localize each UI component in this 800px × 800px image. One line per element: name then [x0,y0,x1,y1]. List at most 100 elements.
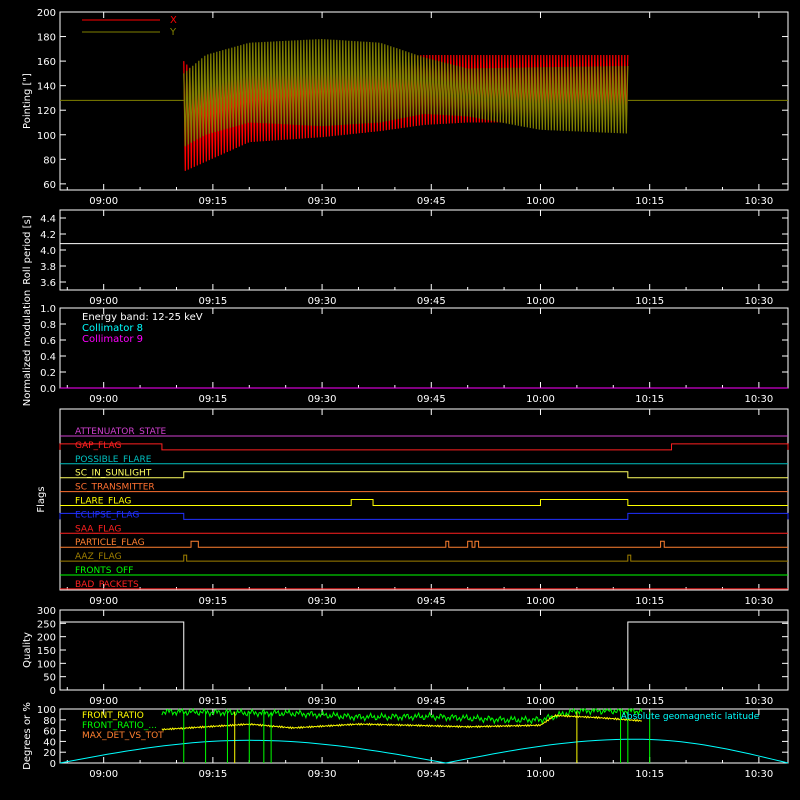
panel-frame-0 [59,11,789,191]
x-tick-label: 10:30 [744,596,773,607]
flag-label: ECLIPSE_FLAG [75,510,139,520]
y-tick-label: 0 [50,759,56,770]
y-tick-label: 100 [37,705,56,716]
y-axis-label: Degrees or % [22,702,33,770]
flag-label: SAA_FLAG [75,524,121,534]
legend-label-y: Y [169,27,177,38]
x-tick-label: 09:30 [308,394,337,405]
y-tick-label: 0.2 [40,368,56,379]
y-tick-label: 200 [37,8,56,19]
y-tick-label: 20 [43,748,56,759]
y-tick-label: 120 [37,106,56,117]
x-tick-label: 10:15 [635,696,664,707]
flag-label: SC_TRANSMITTER [75,483,155,493]
quality-line [60,621,788,691]
x-tick-label: 09:45 [417,394,446,405]
flag-label: BAD_PACKETS [75,580,139,590]
x-tick-label: 09:15 [198,596,227,607]
x-tick-label: 10:15 [635,769,664,780]
y-tick-label: 60 [43,180,56,191]
y-tick-label: 250 [37,619,56,630]
x-tick-label: 09:00 [89,769,118,780]
flag-label: PARTICLE_FLAG [75,538,145,548]
y-tick-label: 300 [37,606,56,617]
x-tick-label: 10:30 [744,696,773,707]
y-tick-label: 0.0 [40,384,56,395]
x-tick-label: 10:15 [635,196,664,207]
x-tick-label: 10:15 [635,296,664,307]
legend-label: MAX_DET_VS_TOT [82,731,164,741]
y-tick-label: 180 [37,33,56,44]
x-tick-label: 10:00 [526,196,555,207]
x-tick-label: 09:00 [89,394,118,405]
x-tick-label: 09:30 [308,769,337,780]
y-tick-label: 100 [37,131,56,142]
series-line [161,713,642,732]
flag-trace [60,554,788,562]
legend-label: Collimator 9 [82,334,143,345]
y-tick-label: 4.0 [40,246,56,257]
x-tick-label: 09:15 [198,296,227,307]
x-tick-label: 09:45 [417,196,446,207]
y-tick-label: 3.6 [40,278,56,289]
y-tick-label: 0 [50,686,56,697]
x-tick-label: 09:30 [308,296,337,307]
legend-label: Collimator 8 [82,323,143,334]
y-tick-label: 0.6 [40,336,56,347]
x-tick-label: 10:00 [526,696,555,707]
x-tick-label: 09:15 [198,394,227,405]
panel-frame-3 [59,408,789,591]
panel-frame-5 [59,708,789,764]
x-tick-label: 09:45 [417,769,446,780]
y-axis-label: Roll period [s] [22,215,33,284]
y-axis-label: Pointing ["] [22,73,33,129]
x-tick-label: 09:30 [308,196,337,207]
x-tick-label: 10:30 [744,769,773,780]
y-tick-label: 4.2 [40,230,56,241]
x-tick-label: 09:15 [198,769,227,780]
x-tick-label: 09:00 [89,696,118,707]
x-tick-label: 10:15 [635,596,664,607]
flag-label: POSSIBLE_FLARE [75,455,152,465]
legend-label: Absolute geomagnetic latitude [621,712,760,722]
y-tick-label: 80 [43,716,56,727]
y-axis-label: Quality [22,632,33,668]
x-tick-label: 09:00 [89,196,118,207]
flag-label: GAP_FLAG [75,441,121,451]
x-tick-label: 09:45 [417,296,446,307]
flag-label: AAZ_FLAG [75,552,122,562]
x-tick-label: 10:00 [526,394,555,405]
y-axis-label: Flags [36,486,47,512]
y-tick-label: 0.4 [40,352,56,363]
x-tick-label: 10:30 [744,196,773,207]
y-tick-label: 100 [37,659,56,670]
x-tick-label: 09:00 [89,296,118,307]
flag-label: FLARE_FLAG [75,497,131,507]
x-tick-label: 09:15 [198,196,227,207]
series-line [161,707,643,725]
x-tick-label: 09:30 [308,696,337,707]
y-tick-label: 200 [37,633,56,644]
flag-label: FRONTS_OFF [75,566,133,576]
x-tick-label: 10:30 [744,296,773,307]
y-tick-label: 0.8 [40,320,56,331]
x-tick-label: 09:30 [308,596,337,607]
x-tick-label: 10:00 [526,769,555,780]
flag-label: SC_IN_SUNLIGHT [75,469,152,479]
x-tick-label: 10:00 [526,296,555,307]
legend-label: Energy band: 12-25 keV [82,312,203,323]
panel-frame-1 [59,209,789,291]
geomagnetic-latitude-line [59,738,789,764]
legend-label: FRONT_RATIO_... [82,721,157,731]
legend-label-x: X [170,15,177,26]
y-tick-label: 50 [43,673,56,684]
x-tick-label: 10:30 [744,394,773,405]
y-tick-label: 80 [43,155,56,166]
flag-trace [60,540,788,548]
y-tick-label: 60 [43,727,56,738]
flag-trace [59,512,789,520]
x-tick-label: 10:15 [635,394,664,405]
flag-label: ATTENUATOR_STATE [75,427,167,437]
flag-trace [60,499,788,506]
